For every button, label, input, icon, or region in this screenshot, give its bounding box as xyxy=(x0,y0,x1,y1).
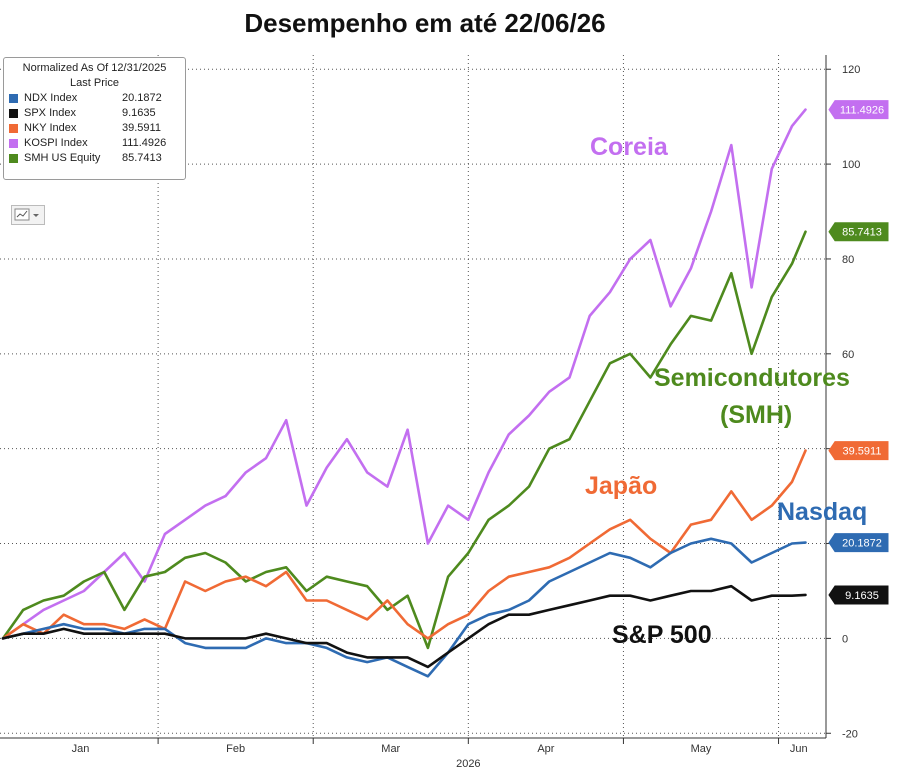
legend-item: KOSPI Index 111.4926 xyxy=(4,136,185,151)
annotation-smh: (SMH) xyxy=(720,401,792,429)
x-axis-year-label: 2026 xyxy=(456,758,480,768)
chart-type-icon[interactable] xyxy=(11,205,45,225)
last-value-tag-text: 39.5911 xyxy=(843,446,882,458)
x-tick-label: Feb xyxy=(226,743,245,755)
series-line-nky-index xyxy=(1,449,807,640)
y-tick-label: 100 xyxy=(842,159,860,171)
last-value-tag-shape xyxy=(828,533,889,553)
last-value-tag: 85.7413 xyxy=(828,222,889,242)
legend-item-value: 20.1872 xyxy=(122,92,162,104)
x-tick-label: Mar xyxy=(381,743,400,755)
legend-item-value: 39.5911 xyxy=(122,122,161,134)
y-tick-label: 80 xyxy=(842,254,854,266)
grid xyxy=(0,55,826,738)
y-tick-label: 0 xyxy=(842,633,848,645)
last-value-tag-text: 85.7413 xyxy=(842,227,882,239)
annotation-coreia: Coreia xyxy=(590,133,669,161)
series-line-smh-us-equity xyxy=(1,230,807,650)
y-tick-label: -20 xyxy=(842,728,858,740)
annotation-sp500: S&P 500 xyxy=(612,621,712,649)
y-tick-label: 120 xyxy=(842,64,860,76)
last-value-tag-text: 111.4926 xyxy=(840,105,884,117)
last-value-tag-text: 9.1635 xyxy=(845,590,879,602)
series-line-spx-index xyxy=(1,584,807,669)
legend-item-value: 111.4926 xyxy=(122,137,167,149)
legend-item-name: SMH US Equity xyxy=(24,152,101,164)
x-tick-label: Apr xyxy=(537,743,554,755)
legend-item: SMH US Equity 85.7413 xyxy=(4,151,185,166)
legend-item-name: SPX Index xyxy=(24,107,76,119)
series-line-kospi-index xyxy=(1,108,807,640)
x-tick-label: Jun xyxy=(790,743,808,755)
legend-item-name: NKY Index xyxy=(24,122,77,134)
legend-swatch xyxy=(9,154,18,163)
legend-item-name: NDX Index xyxy=(24,92,78,104)
legend-box: Normalized As Of 12/31/2025 Last Price N… xyxy=(3,57,186,180)
x-tick-label: Jan xyxy=(72,743,90,755)
last-value-tag: 39.5911 xyxy=(828,441,889,461)
legend-item: NDX Index 20.1872 xyxy=(4,91,185,106)
x-tick-label: May xyxy=(691,743,712,755)
series-line-ndx-index xyxy=(1,537,807,678)
last-value-tag: 9.1635 xyxy=(828,585,889,605)
annotation-japao: Japão xyxy=(585,472,657,500)
legend-swatch xyxy=(9,139,18,148)
last-value-tag-shape xyxy=(828,441,889,461)
last-value-tag-text: 20.1872 xyxy=(842,538,882,550)
legend-subheader: Last Price xyxy=(70,77,119,89)
legend-swatch xyxy=(9,109,18,118)
series-group xyxy=(1,108,807,678)
legend-swatch xyxy=(9,124,18,133)
legend-item-value: 9.1635 xyxy=(122,107,156,119)
legend-item: NKY Index 39.5911 xyxy=(4,121,185,136)
legend-header: Normalized As Of 12/31/2025 xyxy=(22,62,167,74)
legend-swatch xyxy=(9,94,18,103)
y-tick-label: 60 xyxy=(842,349,854,361)
last-value-tag: 111.4926 xyxy=(828,100,889,120)
annotation-semicondutores: Semicondutores xyxy=(654,364,850,392)
legend-item: SPX Index 9.1635 xyxy=(4,106,185,121)
legend-item-name: KOSPI Index xyxy=(24,137,88,149)
annotations: Coreia Semicondutores (SMH) Japão Nasdaq… xyxy=(585,133,867,649)
last-value-tag-shape xyxy=(828,585,889,605)
annotation-nasdaq: Nasdaq xyxy=(777,498,867,526)
legend-item-value: 85.7413 xyxy=(122,152,162,164)
value-labels: 111.4926 85.7413 39.5911 20.1872 9.1635 xyxy=(828,100,889,605)
last-value-tag-shape xyxy=(828,222,889,242)
last-value-tag: 20.1872 xyxy=(828,533,889,553)
chart-title: Desempenho em até 22/06/26 xyxy=(244,8,606,38)
last-value-tag-shape xyxy=(828,100,889,120)
